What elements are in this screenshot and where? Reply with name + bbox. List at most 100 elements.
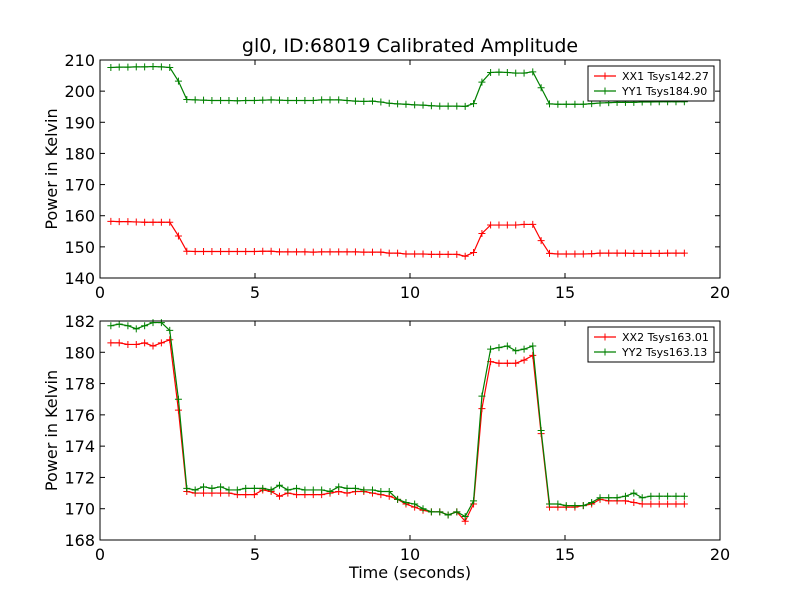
data-point xyxy=(453,250,461,258)
data-point xyxy=(183,96,191,104)
data-point xyxy=(115,339,123,347)
data-point xyxy=(529,68,537,76)
data-point xyxy=(411,101,419,109)
data-point xyxy=(149,218,157,226)
y-tick-label: 182 xyxy=(64,312,95,331)
data-point xyxy=(157,63,165,71)
legend-swatch-marker xyxy=(601,348,609,356)
x-tick-label: 5 xyxy=(250,283,260,302)
data-point xyxy=(115,63,123,71)
data-point xyxy=(461,513,469,521)
data-point xyxy=(579,100,587,108)
data-point xyxy=(554,250,562,258)
data-point xyxy=(275,481,283,489)
x-tick-label: 15 xyxy=(555,545,575,564)
data-point xyxy=(638,494,646,502)
data-point xyxy=(537,84,545,92)
data-point xyxy=(579,250,587,258)
data-point xyxy=(461,102,469,110)
data-point xyxy=(453,508,461,516)
data-point xyxy=(284,248,292,256)
data-point xyxy=(487,221,495,229)
data-point xyxy=(242,484,250,492)
legend-swatch-marker xyxy=(601,72,609,80)
data-point xyxy=(141,322,149,330)
data-point xyxy=(520,220,528,228)
data-point xyxy=(571,502,579,510)
data-point xyxy=(546,249,553,257)
data-point xyxy=(647,500,655,508)
data-point xyxy=(157,319,165,327)
data-point xyxy=(554,500,562,508)
y-tick-label: 210 xyxy=(64,51,95,70)
data-point xyxy=(419,250,427,258)
data-point xyxy=(309,486,317,494)
data-point xyxy=(613,249,621,257)
x-axis-label: Time (seconds) xyxy=(348,563,471,582)
data-point xyxy=(183,247,191,255)
data-point xyxy=(562,502,570,510)
data-point xyxy=(217,483,225,491)
data-point xyxy=(107,217,115,225)
data-point xyxy=(115,320,123,328)
data-point xyxy=(664,500,672,508)
data-point xyxy=(360,486,368,494)
data-point xyxy=(605,249,613,257)
data-point xyxy=(183,484,191,492)
chart-title: gl0, ID:68019 Calibrated Amplitude xyxy=(242,35,578,57)
data-point xyxy=(512,347,520,355)
data-point xyxy=(546,500,553,508)
data-point xyxy=(411,250,419,258)
data-point xyxy=(259,484,267,492)
data-point xyxy=(495,68,503,76)
legend-label: YY2 Tsys163.13 xyxy=(621,346,707,359)
data-point xyxy=(242,491,250,499)
data-point xyxy=(402,250,410,258)
data-point xyxy=(174,395,182,403)
data-point xyxy=(115,218,123,226)
data-point xyxy=(107,63,115,71)
data-point xyxy=(326,248,334,256)
data-point xyxy=(132,218,140,226)
series-markers-2 xyxy=(107,63,688,110)
data-point xyxy=(529,351,537,359)
plot-2: 0 5 10 15 20 168 170 172 174 176 178 180 182 Time (se… xyxy=(42,312,730,582)
legend: XX2 Tsys163.01 YY2 Tsys163.13 xyxy=(587,326,715,363)
data-point xyxy=(174,232,182,240)
data-point xyxy=(132,340,140,348)
data-point xyxy=(385,488,393,496)
data-point xyxy=(546,100,553,108)
data-point xyxy=(655,492,663,500)
data-point xyxy=(385,249,393,257)
data-point xyxy=(647,249,655,257)
data-point xyxy=(157,339,165,347)
data-point xyxy=(672,500,680,508)
data-point xyxy=(605,494,613,502)
data-point xyxy=(470,100,478,108)
data-point xyxy=(588,498,596,506)
series-markers-2 xyxy=(107,319,688,521)
data-point xyxy=(233,97,241,105)
data-point xyxy=(335,96,343,104)
legend-label: XX1 Tsys142.27 xyxy=(622,70,709,83)
y-tick-label: 160 xyxy=(64,207,95,226)
y-tick-label: 172 xyxy=(64,468,95,487)
data-point xyxy=(470,248,478,256)
x-tick-label: 10 xyxy=(400,545,420,564)
data-point xyxy=(664,249,672,257)
data-point xyxy=(233,486,241,494)
data-point xyxy=(141,339,149,347)
data-point xyxy=(461,252,469,260)
data-point xyxy=(630,489,638,497)
data-point xyxy=(157,218,165,226)
y-tick-label: 176 xyxy=(64,406,95,425)
y-tick-label: 170 xyxy=(64,176,95,195)
data-point xyxy=(503,359,511,367)
data-point xyxy=(427,102,435,110)
data-point xyxy=(149,63,157,71)
data-point xyxy=(503,221,511,229)
data-point xyxy=(250,491,258,499)
data-point xyxy=(470,497,478,505)
data-point xyxy=(503,342,511,350)
